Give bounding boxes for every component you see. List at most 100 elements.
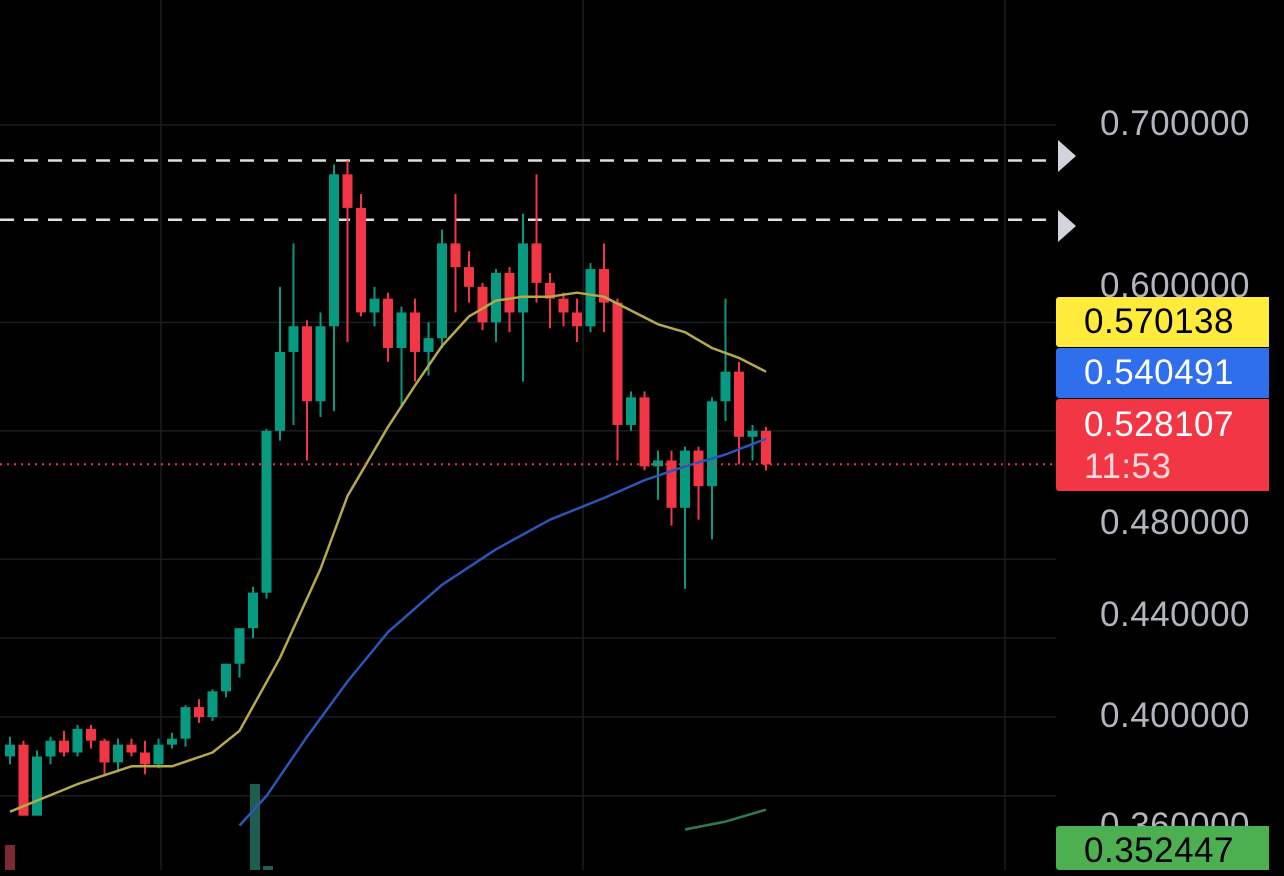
- candle-body: [599, 269, 609, 303]
- candle-down: [531, 174, 542, 303]
- horizontal-levels[interactable]: [0, 159, 1050, 221]
- level-handle-icon[interactable]: [1058, 210, 1076, 242]
- ema-green-price-badge: 0.352447: [1056, 826, 1269, 870]
- candle-up: [248, 586, 258, 639]
- candle-down: [558, 292, 569, 327]
- candle-body: [45, 740, 56, 757]
- candle-body: [86, 728, 96, 741]
- ema-blue-line: [238, 437, 767, 827]
- candle-body: [126, 744, 137, 753]
- candle-body: [693, 450, 704, 487]
- candle-body: [315, 326, 326, 402]
- candle-down: [450, 194, 461, 313]
- candle-down: [86, 724, 96, 749]
- candle-down: [464, 251, 474, 303]
- candle-body: [531, 243, 542, 283]
- current-price-value: 0.528107: [1084, 405, 1234, 444]
- candle-up: [315, 312, 326, 418]
- candle-body: [423, 338, 434, 352]
- candle-down: [140, 740, 150, 775]
- candle-up: [153, 738, 164, 769]
- candle-body: [369, 298, 380, 313]
- candle-body: [167, 738, 177, 745]
- candle-up: [288, 243, 299, 425]
- candle-up: [113, 738, 123, 773]
- candle-body: [491, 273, 501, 323]
- candle-down: [545, 273, 555, 329]
- candle-down: [477, 282, 488, 331]
- ema-green-line: [684, 808, 767, 831]
- candle-up: [437, 229, 447, 348]
- candle-body: [585, 269, 596, 327]
- candle-body: [342, 174, 353, 208]
- candle-body: [558, 298, 569, 313]
- candle-down: [599, 243, 609, 333]
- candle-body: [545, 282, 555, 299]
- current-price-badge: 0.528107 11:53: [1056, 399, 1269, 491]
- candle-body: [410, 312, 420, 352]
- volume-bar: [263, 866, 273, 870]
- candle-body: [720, 371, 731, 402]
- volume-bars: [5, 784, 273, 870]
- ema-blue-price-badge: 0.540491: [1056, 348, 1269, 398]
- ema-yellow-line: [9, 291, 767, 813]
- candle-body: [261, 430, 272, 593]
- candle-up: [221, 663, 231, 698]
- candle-body: [140, 752, 150, 765]
- candle-down: [761, 426, 771, 471]
- candle-body: [680, 450, 690, 508]
- candle-body: [437, 243, 447, 339]
- candle-up: [45, 736, 56, 765]
- candle-body: [626, 397, 636, 425]
- candle-down: [59, 730, 69, 757]
- candle-body: [248, 592, 258, 629]
- candle-body: [639, 397, 650, 467]
- candle-down: [356, 194, 366, 317]
- candle-up: [720, 298, 731, 421]
- candle-up: [585, 263, 596, 333]
- candle-body: [477, 286, 488, 323]
- candle-down: [666, 450, 677, 526]
- candle-body: [153, 744, 164, 765]
- candle-down: [194, 699, 204, 723]
- candle-up: [707, 397, 717, 540]
- ema-yellow-price-badge: 0.570138: [1056, 297, 1269, 347]
- candle-down: [410, 298, 420, 382]
- candle-body: [329, 174, 339, 327]
- candle-countdown: 11:53: [1084, 447, 1172, 486]
- candle-body: [18, 744, 29, 816]
- candle-body: [32, 756, 42, 816]
- y-tick-label: 0.440000: [1100, 595, 1250, 634]
- candle-body: [464, 267, 474, 287]
- candle-body: [99, 740, 110, 763]
- candle-body: [207, 691, 218, 717]
- y-tick-label: 0.400000: [1100, 696, 1250, 735]
- candle-down: [99, 738, 110, 777]
- candle-down: [612, 298, 623, 461]
- candle-body: [518, 243, 528, 313]
- candle-body: [180, 707, 191, 739]
- candle-body: [194, 707, 204, 717]
- candle-up: [167, 732, 177, 749]
- candle-down: [639, 391, 650, 471]
- candle-body: [288, 326, 299, 352]
- candle-body: [59, 740, 69, 753]
- candle-body: [450, 243, 461, 268]
- candle-down: [734, 361, 744, 465]
- candle-up: [72, 724, 83, 757]
- candle-down: [383, 292, 393, 362]
- candles: [5, 160, 771, 816]
- volume-bar: [250, 784, 260, 870]
- level-handle-icon[interactable]: [1058, 140, 1076, 172]
- volume-bar: [5, 845, 15, 870]
- candle-up: [234, 628, 245, 678]
- candle-up: [369, 286, 380, 327]
- candle-body: [302, 326, 312, 402]
- candle-body: [356, 207, 366, 313]
- candle-body: [275, 351, 285, 431]
- candle-body: [383, 298, 393, 348]
- candle-down: [572, 298, 582, 343]
- candle-up: [32, 750, 42, 816]
- candle-body: [504, 273, 515, 313]
